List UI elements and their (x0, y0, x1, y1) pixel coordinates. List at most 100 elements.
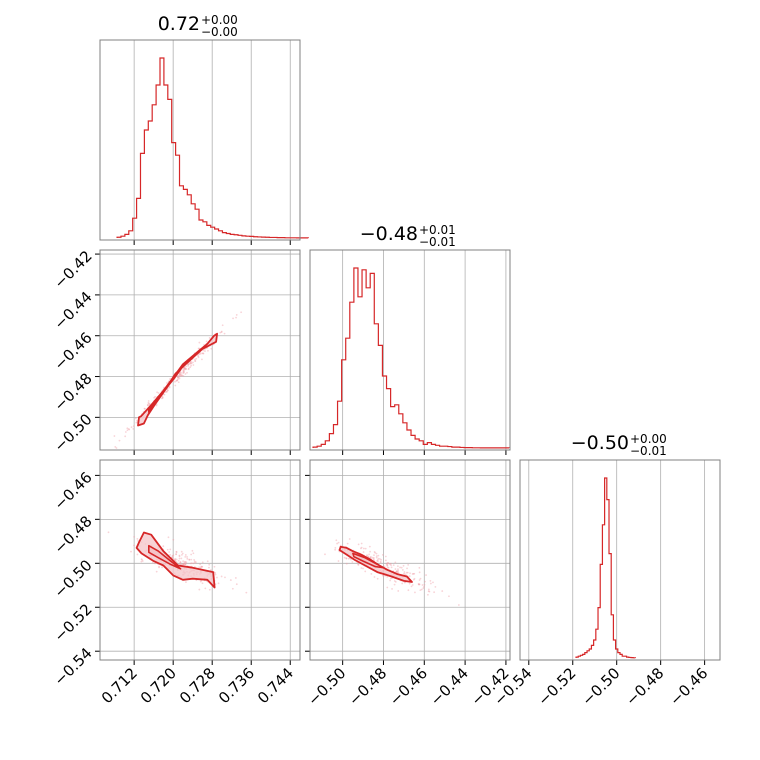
scatter-point (165, 390, 168, 393)
scatter-point (412, 572, 415, 575)
y-tick-label: −0.42 (50, 247, 95, 292)
scatter-point (179, 374, 182, 376)
scatter-point (198, 353, 200, 356)
scatter-point (411, 584, 414, 586)
scatter-point (407, 589, 410, 592)
scatter-point (114, 445, 117, 448)
scatter-point (175, 379, 178, 382)
scatter-point (376, 577, 379, 580)
scatter-point (413, 577, 416, 580)
scatter-point (176, 379, 178, 382)
scatter-point (198, 566, 201, 569)
scatter-point (166, 389, 169, 392)
inner-contour (148, 359, 189, 413)
scatter-point (418, 571, 421, 574)
scatter-point (176, 375, 179, 378)
scatter-point (167, 536, 170, 539)
scatter-point (133, 536, 136, 538)
title-param-0-plus: +0.00 (201, 13, 238, 27)
scatter-point (146, 404, 149, 407)
scatter-point (167, 389, 169, 392)
scatter-point (113, 435, 116, 437)
scatter-point (201, 582, 204, 585)
scatter-point (220, 575, 223, 578)
scatter-point (210, 569, 212, 571)
scatter-point (190, 360, 192, 363)
scatter-point (381, 553, 384, 556)
scatter-point (418, 583, 420, 586)
scatter-point (161, 397, 164, 399)
x-tick-label: 0.712 (98, 664, 141, 707)
scatter-point (360, 546, 363, 549)
scatter-point (235, 583, 238, 586)
scatter-point (179, 375, 182, 378)
scatter-point (201, 561, 204, 564)
scatter-point (184, 367, 187, 370)
scatter-point (166, 548, 169, 551)
inner-contour (148, 544, 182, 570)
scatter-point (373, 550, 376, 553)
scatter-point (217, 582, 220, 585)
scatter-point (188, 558, 191, 561)
scatter-point (132, 425, 135, 427)
scatter-point (187, 367, 190, 370)
scatter-point (410, 585, 413, 588)
scatter-point (154, 562, 156, 565)
scatter-point (179, 561, 182, 563)
scatter-point (428, 590, 431, 593)
scatter-point (186, 557, 189, 560)
scatter-point (186, 371, 188, 374)
scatter-point (185, 581, 187, 584)
scatter-point (154, 395, 157, 398)
scatter-point (336, 542, 339, 545)
scatter-point (419, 577, 422, 580)
scatter-point (357, 563, 360, 566)
scatter-point (359, 547, 362, 550)
scatter-point (418, 583, 421, 586)
scatter-point (189, 366, 192, 369)
scatter-point (408, 575, 411, 578)
title-param-1-plus: +0.01 (419, 223, 456, 237)
scatter-point (128, 428, 131, 431)
scatter-point (147, 400, 150, 402)
scatter-point (324, 553, 326, 556)
scatter-point (346, 542, 349, 545)
scatter-point (179, 561, 182, 564)
scatter-point (182, 374, 185, 377)
title-param-1-value: −0.48 (360, 223, 418, 245)
scatter-point (401, 582, 404, 585)
scatter-point (177, 376, 180, 379)
scatter-point (220, 330, 223, 333)
scatter-point (182, 372, 185, 375)
x-tick-label: −0.52 (534, 664, 579, 709)
x-tick-label: −0.48 (345, 664, 390, 709)
y-tick-label: −0.52 (50, 600, 95, 645)
scatter-point (386, 564, 389, 567)
scatter-point (401, 569, 404, 571)
scatter-point (224, 576, 226, 579)
scatter-point (390, 566, 393, 569)
scatter-point (182, 563, 185, 566)
scatter-point (213, 565, 216, 568)
scatter-point (376, 558, 379, 561)
scatter-point (136, 553, 139, 556)
y-tick-label: −0.48 (50, 369, 95, 414)
scatter-point (427, 588, 430, 591)
scatter-point (441, 590, 444, 592)
scatter-point (204, 587, 207, 590)
histogram-step-line (575, 477, 636, 659)
scatter-point (183, 368, 186, 371)
scatter-point (397, 569, 400, 572)
scatter-point (179, 371, 182, 374)
scatter-point (387, 561, 390, 564)
scatter-point (155, 404, 158, 407)
scatter-point (182, 367, 185, 369)
x-tick-label: −0.50 (304, 664, 349, 709)
scatter-point (178, 554, 181, 557)
scatter-point (136, 537, 139, 540)
scatter-point (395, 570, 398, 573)
x-tick-label: −0.48 (622, 664, 667, 709)
scatter-point (162, 545, 165, 548)
scatter-point (124, 435, 127, 438)
scatter-point (372, 558, 375, 560)
